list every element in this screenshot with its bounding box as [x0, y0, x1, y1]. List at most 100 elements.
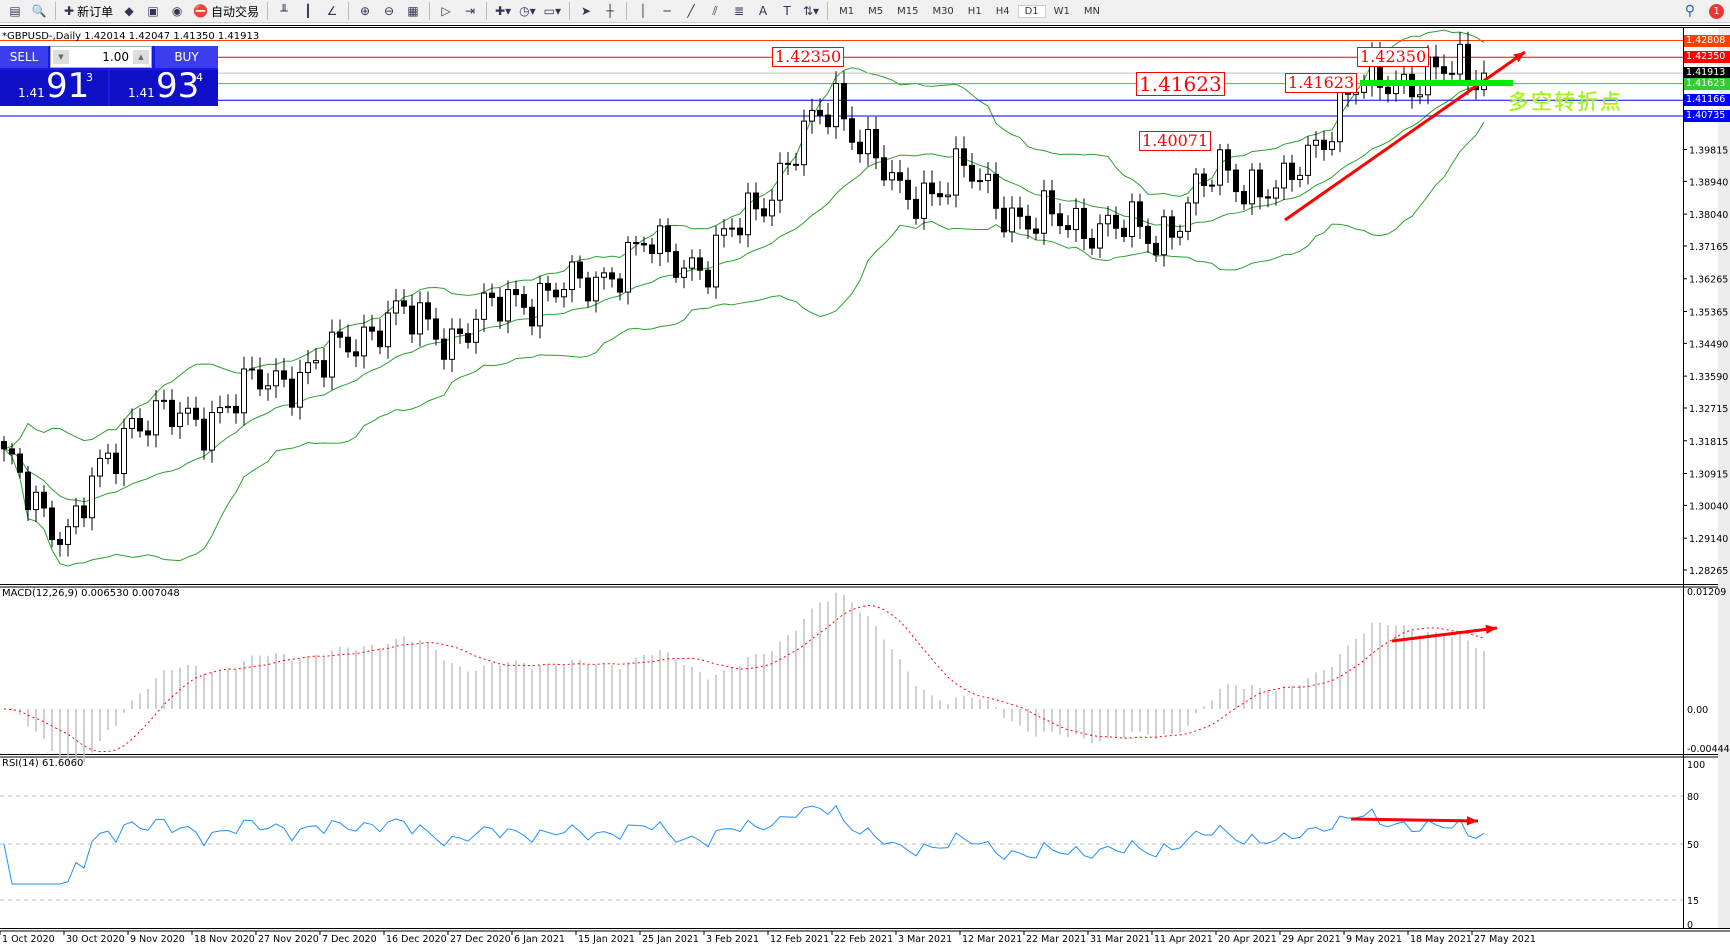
arrows-button[interactable]: ⇅▾ [800, 1, 822, 21]
candle [1113, 206, 1119, 240]
y-tick-label: 1.29140 [1689, 534, 1728, 545]
sell-button[interactable]: SELL [0, 46, 48, 68]
timeframe-d1[interactable]: D1 [1017, 4, 1046, 18]
horizontal-line-button[interactable]: ─ [656, 1, 678, 21]
candle-body [1073, 207, 1079, 231]
timeframe-mn[interactable]: MN [1083, 5, 1100, 17]
candle [881, 145, 887, 187]
candle-body [1449, 72, 1455, 75]
candle [1273, 180, 1279, 206]
candle-body [905, 179, 911, 200]
cursor-button[interactable]: ➤ [575, 1, 597, 21]
candle [1201, 168, 1207, 197]
buy-button[interactable]: BUY [155, 46, 218, 68]
auto-scroll-button[interactable]: ▷ [435, 1, 457, 21]
rsi-line [3, 804, 1485, 885]
bar-chart-button[interactable]: ╨ [273, 1, 295, 21]
candle [89, 467, 95, 531]
text-button[interactable]: A [752, 1, 774, 21]
candle-body [97, 457, 103, 477]
candle-body [561, 289, 567, 298]
candle [313, 347, 319, 370]
candle-body [1241, 191, 1247, 205]
lot-decrease-button[interactable]: ▼ [53, 50, 69, 64]
trendline-button[interactable]: ╱ [680, 1, 702, 21]
y-tick-label: 1.28265 [1689, 566, 1728, 577]
buy-price[interactable]: 1.41 93 4 [110, 66, 218, 106]
zoom-out-button[interactable]: ⊖ [378, 1, 400, 21]
auto-trading-button[interactable]: ⛔ 自动交易 [193, 4, 260, 19]
x-tick-label: 7 Dec 2020 [322, 934, 377, 945]
chart-shift-button[interactable]: ⇥ [459, 1, 481, 21]
timeframe-m1[interactable]: M1 [839, 5, 855, 17]
timeframe-m30[interactable]: M30 [932, 5, 954, 17]
candle [889, 159, 895, 191]
market-watch-button[interactable]: ◆ [118, 1, 140, 21]
candle-body [577, 261, 583, 279]
periods-button[interactable]: ◷▾ [516, 1, 539, 21]
tile-windows-button[interactable]: ▦ [402, 1, 424, 21]
candle [1105, 206, 1111, 237]
text-label-button[interactable]: T [776, 1, 798, 21]
timeframe-w1[interactable]: W1 [1053, 5, 1070, 17]
candle [137, 408, 143, 438]
search-icon[interactable]: ⚲ [1684, 3, 1695, 19]
candle [785, 152, 791, 175]
candle-body [129, 417, 135, 429]
new-order-button[interactable]: ✚ 新订单 [64, 4, 114, 19]
cursor-icon: ➤ [580, 4, 592, 18]
candle-body [73, 505, 79, 528]
candle-body [1121, 227, 1127, 238]
vertical-line-button[interactable]: │ [632, 1, 654, 21]
candle-body [369, 326, 375, 332]
annotation-text[interactable]: 多空转折点 [1508, 90, 1623, 114]
signals-button[interactable]: ◉ [166, 1, 188, 21]
candle [921, 170, 927, 230]
candle [577, 255, 583, 288]
candle-body [1273, 187, 1279, 199]
timeframe-m15[interactable]: M15 [897, 5, 919, 17]
candlestick-button[interactable]: ┃ [297, 1, 319, 21]
price-tag[interactable]: 1.41623 [1285, 73, 1358, 93]
candle [449, 318, 455, 373]
zoom-in-button[interactable]: ⊕ [354, 1, 376, 21]
price-tag[interactable]: 1.42350 [772, 47, 845, 67]
candle [977, 168, 983, 191]
templates-button[interactable]: ▭▾ [541, 1, 564, 21]
timeframe-m5[interactable]: M5 [868, 5, 884, 17]
toolbar-separator [486, 2, 488, 20]
chart-canvas[interactable]: 1.39815 1.38940 1.38040 1.37165 1.36265 1.353… [0, 28, 1730, 947]
equidistant-channel-button[interactable]: ⫽ [704, 1, 726, 21]
candle [513, 280, 519, 307]
candle-body [321, 360, 327, 378]
sell-price[interactable]: 1.41 91 3 [0, 66, 108, 106]
market-watch-icon: ◆ [124, 4, 134, 18]
terminal-button[interactable]: ▣ [142, 1, 164, 21]
price-tag[interactable]: 1.42350 [1357, 47, 1430, 67]
candle [369, 314, 375, 341]
candle [1209, 179, 1215, 192]
candle [1041, 179, 1047, 245]
window-button[interactable]: ▤ [4, 1, 26, 21]
price-tag[interactable]: 1.41623 [1136, 72, 1225, 96]
candle-body [497, 296, 503, 322]
candle-body [673, 251, 679, 278]
x-tick-label: 30 Oct 2020 [66, 934, 125, 945]
periods-icon: ◷▾ [519, 4, 536, 18]
lot-size-input[interactable]: ▼ 1.00 ▲ [50, 46, 152, 68]
navigator-button[interactable]: 🔍 [28, 1, 50, 21]
lot-increase-button[interactable]: ▲ [133, 50, 149, 64]
timeframe-h1[interactable]: H1 [967, 5, 982, 17]
chart-window[interactable]: 1.39815 1.38940 1.38040 1.37165 1.36265 1.353… [0, 25, 1730, 947]
candle [857, 129, 863, 163]
crosshair-button[interactable]: ┼ [599, 1, 621, 21]
notifications-button[interactable]: 1 [1709, 3, 1724, 19]
candle-body [425, 302, 431, 320]
line-chart-button[interactable]: ∠ [321, 1, 343, 21]
indicators-button[interactable]: ✚▾ [492, 1, 514, 21]
candle [969, 152, 975, 189]
price-tag[interactable]: 1.40071 [1139, 131, 1212, 151]
candle [217, 395, 223, 424]
fibonacci-button[interactable]: ≣ [728, 1, 750, 21]
timeframe-h4[interactable]: H4 [995, 5, 1010, 17]
